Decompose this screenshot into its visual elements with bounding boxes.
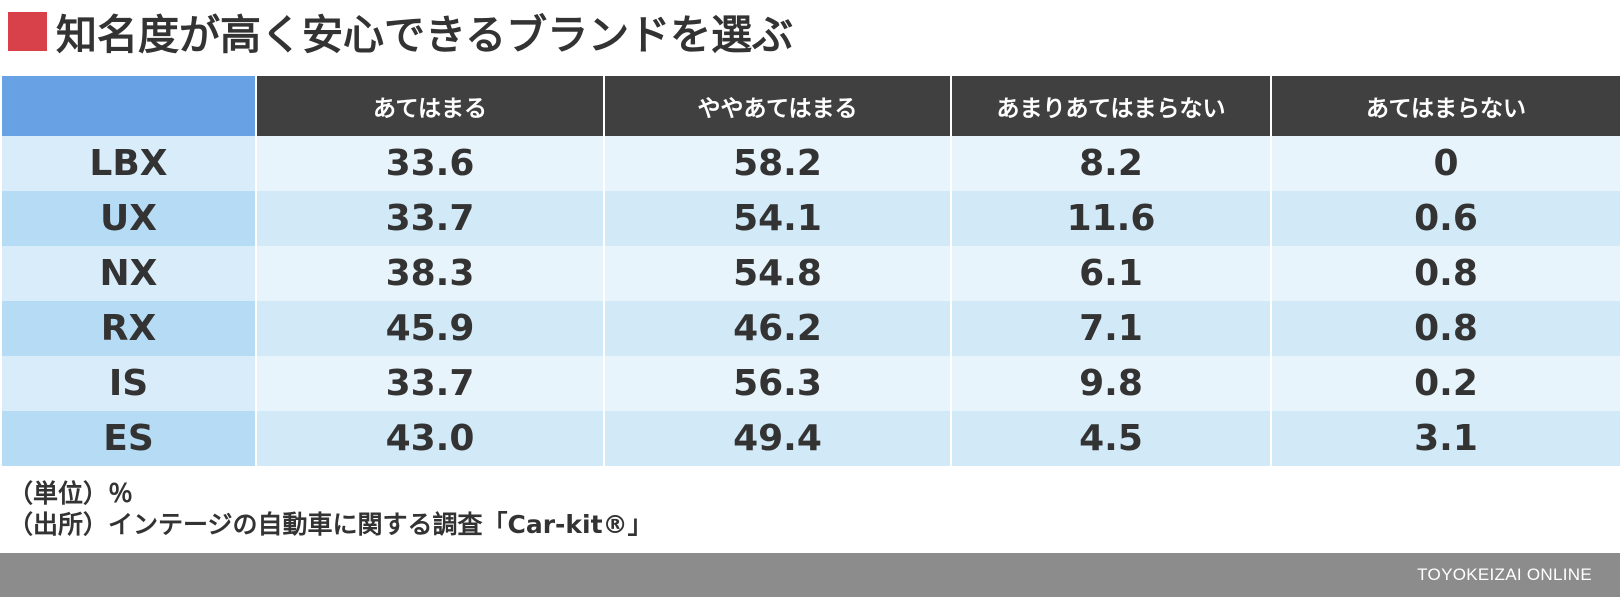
notes: （単位）％ （出所）インテージの自動車に関する調査「Car-kit®」 — [8, 478, 653, 540]
footer-brand-label: TOYOKEIZAI ONLINE — [1417, 565, 1592, 584]
value-cell: 45.9 — [256, 301, 605, 356]
title-accent-square — [8, 11, 47, 51]
value-cell: 33.7 — [256, 191, 605, 246]
value-cell: 4.5 — [951, 411, 1272, 466]
value-cell: 0.8 — [1271, 301, 1620, 356]
row-label-cell: LBX — [2, 136, 257, 191]
value-cell: 54.8 — [604, 246, 952, 301]
value-cell: 0 — [1271, 136, 1620, 191]
value-cell: 58.2 — [604, 136, 952, 191]
table-row: UX 33.7 54.1 11.6 0.6 — [2, 191, 1620, 246]
header-cell-not-really-applies: あまりあてはまらない — [951, 76, 1272, 136]
value-cell: 9.8 — [951, 356, 1272, 411]
value-cell: 0.6 — [1271, 191, 1620, 246]
value-cell: 46.2 — [604, 301, 952, 356]
source-note: （出所）インテージの自動車に関する調査「Car-kit®」 — [8, 510, 653, 539]
row-label-cell: UX — [2, 191, 257, 246]
header-corner-cell — [2, 76, 257, 136]
unit-note: （単位）％ — [8, 479, 134, 508]
value-cell: 56.3 — [604, 356, 952, 411]
value-cell: 8.2 — [951, 136, 1272, 191]
value-cell: 0.8 — [1271, 246, 1620, 301]
table-row: RX 45.9 46.2 7.1 0.8 — [2, 301, 1620, 356]
value-cell: 33.6 — [256, 136, 605, 191]
row-label-cell: NX — [2, 246, 257, 301]
header-cell-does-not-apply: あてはまらない — [1271, 76, 1620, 136]
footer-bar: TOYOKEIZAI ONLINE — [0, 553, 1620, 597]
chart-title: 知名度が高く安心できるブランドを選ぶ — [56, 11, 794, 59]
table-row: IS 33.7 56.3 9.8 0.2 — [2, 356, 1620, 411]
data-table: あてはまる ややあてはまる あまりあてはまらない あてはまらない LBX 33.… — [2, 76, 1620, 466]
row-label-cell: ES — [2, 411, 257, 466]
value-cell: 38.3 — [256, 246, 605, 301]
value-cell: 7.1 — [951, 301, 1272, 356]
table-row: LBX 33.6 58.2 8.2 0 — [2, 136, 1620, 191]
data-table-container: あてはまる ややあてはまる あまりあてはまらない あてはまらない LBX 33.… — [2, 76, 1620, 466]
value-cell: 54.1 — [604, 191, 952, 246]
value-cell: 0.2 — [1271, 356, 1620, 411]
title-bar: 知名度が高く安心できるブランドを選ぶ — [8, 0, 793, 62]
row-label-cell: IS — [2, 356, 257, 411]
header-cell-somewhat-applies: ややあてはまる — [604, 76, 952, 136]
table-header-row: あてはまる ややあてはまる あまりあてはまらない あてはまらない — [2, 76, 1620, 136]
value-cell: 49.4 — [604, 411, 952, 466]
value-cell: 33.7 — [256, 356, 605, 411]
table-row: ES 43.0 49.4 4.5 3.1 — [2, 411, 1620, 466]
value-cell: 3.1 — [1271, 411, 1620, 466]
header-cell-applies: あてはまる — [256, 76, 605, 136]
value-cell: 6.1 — [951, 246, 1272, 301]
table-row: NX 38.3 54.8 6.1 0.8 — [2, 246, 1620, 301]
value-cell: 43.0 — [256, 411, 605, 466]
value-cell: 11.6 — [951, 191, 1272, 246]
row-label-cell: RX — [2, 301, 257, 356]
